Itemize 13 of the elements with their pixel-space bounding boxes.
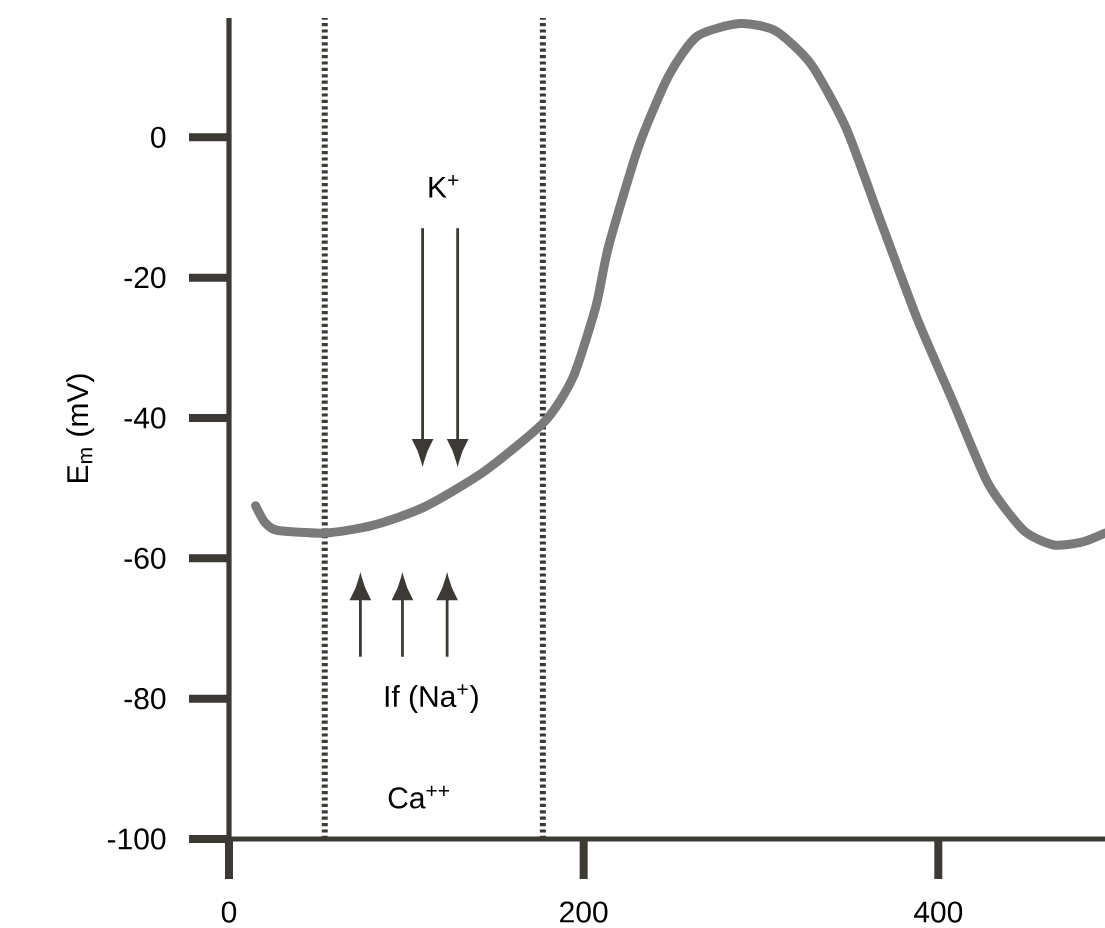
y-tick-label: -80 [124, 688, 166, 710]
annotation: Ca$^{++}$ [388, 785, 449, 809]
y-tick-label: -40 [124, 407, 166, 429]
annotation: If (Na$^{+}$) [385, 684, 478, 713]
x-tick-label: 200 [560, 901, 608, 923]
annotation: K$^{+}$ [429, 175, 459, 198]
y-tick-label: -60 [124, 547, 166, 569]
y-tick-label: 0 [151, 126, 166, 148]
y-tick-label: -100 [107, 828, 166, 850]
x-tick-label: 0 [221, 901, 237, 923]
y-axis-title: E$_{m}$ (mV) [66, 374, 95, 482]
x-tick-label: 400 [913, 901, 963, 923]
y-tick-label: -20 [124, 267, 166, 289]
